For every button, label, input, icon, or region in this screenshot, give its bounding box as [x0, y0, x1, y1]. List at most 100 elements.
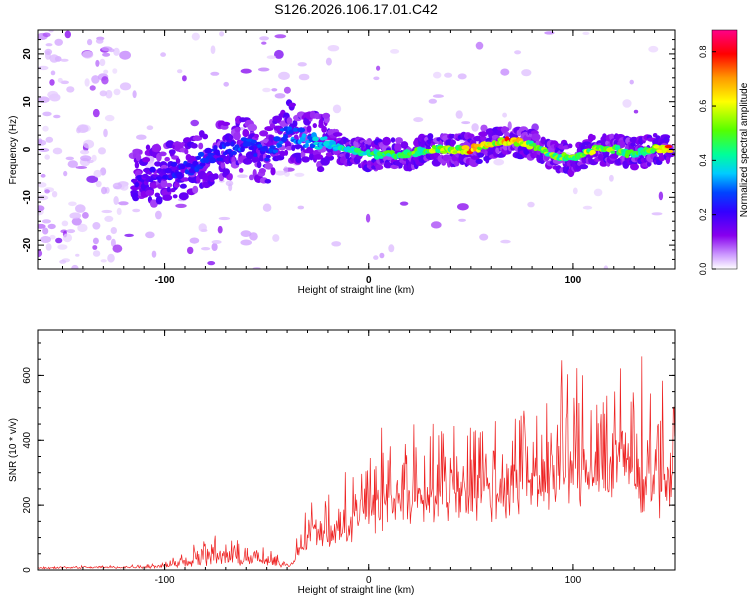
noise-blob [262, 87, 271, 93]
noise-blob [274, 34, 287, 39]
snr-xlabel: Height of straight line (km) [298, 585, 415, 596]
noise-blob [572, 187, 578, 195]
ridge-core [170, 161, 178, 167]
noise-blob [444, 72, 453, 78]
noise-blob [42, 111, 52, 117]
ridge-core [197, 151, 205, 157]
ridge-core [263, 145, 268, 149]
y-tick-label: 200 [22, 496, 33, 513]
ridge-halo [478, 131, 488, 137]
snr-plot: -100 0 100 0 200 400 600 Height of straight li… [8, 329, 676, 596]
ridge-core [379, 155, 384, 159]
noise-blob [433, 71, 442, 79]
ridge-halo [309, 152, 314, 161]
noise-blob [249, 174, 254, 181]
ridge-halo [264, 162, 273, 170]
ridge-core [461, 145, 470, 151]
noise-blob [373, 76, 380, 81]
ridge-halo [301, 156, 310, 163]
y-tick-label: 0 [22, 146, 33, 152]
noise-blob [461, 121, 471, 125]
ridge-halo [256, 161, 262, 169]
noise-blob [71, 264, 79, 269]
spectrogram-marks [38, 30, 675, 269]
noise-blob [52, 147, 63, 155]
ridge-halo [665, 155, 671, 165]
noise-blob [471, 123, 479, 132]
ridge-halo [202, 133, 209, 140]
noise-blob [105, 89, 113, 99]
noise-blob [75, 166, 88, 169]
noise-blob [609, 174, 614, 182]
noise-blob [101, 186, 107, 195]
ridge-halo [591, 134, 596, 141]
ridge-halo [382, 136, 391, 146]
noise-blob [240, 68, 252, 74]
noise-blob [211, 240, 222, 244]
noise-blob [136, 134, 147, 140]
ridge-halo [394, 142, 402, 152]
noise-blob [42, 125, 49, 132]
ridge-halo [158, 151, 167, 157]
noise-blob [77, 124, 89, 133]
noise-blob [175, 203, 187, 208]
ridge-halo [180, 177, 190, 182]
ridge-halo [630, 142, 636, 147]
noise-blob [60, 58, 69, 62]
x-tick-label: 0 [366, 275, 372, 286]
ridge-halo [160, 179, 168, 188]
noise-blob [66, 86, 75, 93]
noise-blob [108, 48, 115, 53]
noise-blob [40, 236, 52, 243]
noise-blob [45, 43, 53, 47]
noise-blob [86, 175, 99, 183]
ridge-halo [223, 168, 230, 176]
x-tick-label: 100 [565, 275, 582, 286]
noise-blob [500, 68, 510, 76]
noise-blob [57, 77, 63, 83]
spectrogram-xlabel: Height of straight line (km) [298, 285, 415, 296]
ridge-core [532, 142, 537, 147]
ridge-halo [383, 162, 393, 169]
noise-blob [77, 223, 88, 233]
noise-blob [582, 31, 590, 35]
noise-blob [182, 75, 187, 82]
snr-series-line [38, 356, 675, 570]
ridge-halo [259, 130, 269, 137]
y-tick-label: 20 [22, 48, 33, 60]
ridge-halo [567, 143, 573, 149]
colorbar-tick-label: 0.0 [698, 263, 708, 276]
ridge-core [149, 166, 156, 173]
noise-blob [57, 244, 68, 250]
spectrogram-ylabel: Frequency (Hz) [8, 116, 19, 185]
ridge-halo [602, 133, 607, 139]
x-tick-label: -100 [155, 575, 175, 586]
noise-blob [82, 212, 89, 219]
noise-blob [38, 205, 45, 212]
noise-blob [95, 38, 104, 44]
noise-blob [198, 223, 207, 233]
ridge-core [199, 162, 206, 167]
noise-blob [432, 94, 444, 98]
noise-blob [106, 234, 112, 241]
noise-blob [47, 90, 59, 99]
ridge-halo [258, 168, 266, 174]
noise-blob [207, 261, 216, 266]
y-tick-label: 400 [22, 431, 33, 448]
ridge-core [589, 149, 596, 155]
noise-blob [92, 250, 101, 257]
ridge-halo [134, 161, 140, 169]
ridge-halo [579, 164, 589, 170]
noise-blob [283, 166, 289, 173]
noise-blob [54, 38, 63, 46]
ridge-halo [309, 110, 316, 119]
ridge-halo [149, 199, 158, 208]
noise-blob [41, 219, 52, 224]
ridge-halo [427, 133, 434, 140]
ridge-core [265, 154, 271, 159]
noise-blob [507, 121, 512, 131]
ridge-halo [172, 194, 178, 199]
noise-blob [42, 227, 49, 235]
ridge-halo [179, 183, 187, 189]
noise-blob [261, 41, 267, 45]
